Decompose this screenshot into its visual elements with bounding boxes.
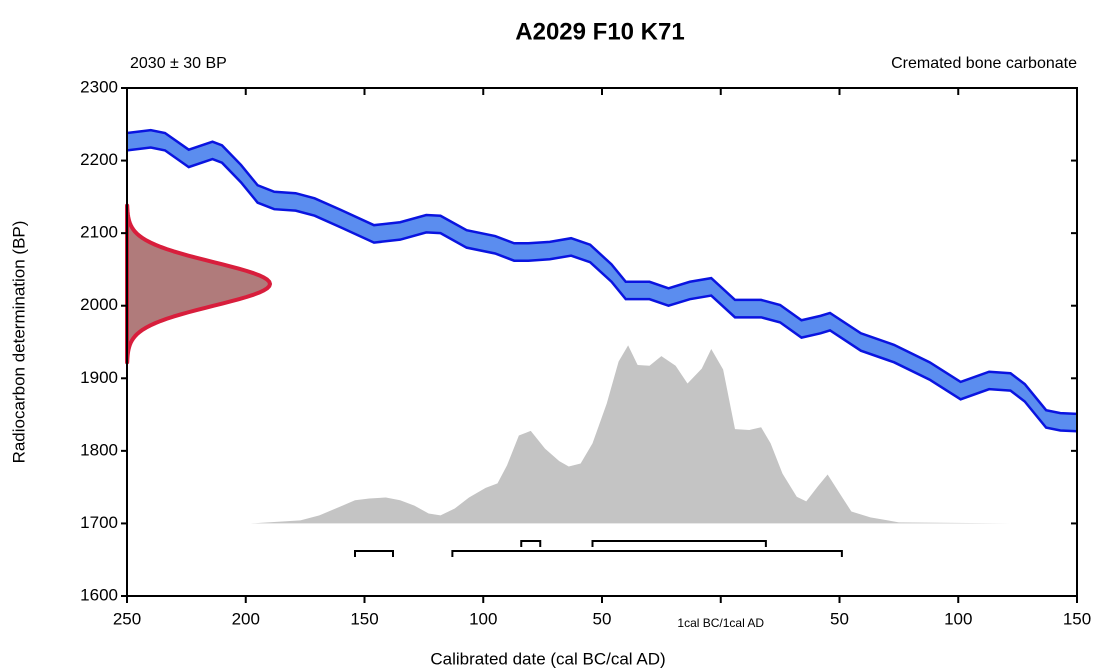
x-tick-label: 100 xyxy=(469,609,497,628)
curve-lower xyxy=(126,146,1078,433)
range-bracket xyxy=(591,540,767,547)
x-tick-label: 100 xyxy=(944,609,972,628)
x-tick-label: 1cal BC/1cal AD xyxy=(677,616,764,630)
range-bracket xyxy=(451,550,843,557)
x-tick-label: 200 xyxy=(232,609,260,628)
y-tick-label: 1600 xyxy=(80,585,118,604)
y-axis-title: Radiocarbon determination (BP) xyxy=(9,221,28,464)
date-distribution xyxy=(125,203,272,365)
x-tick-label: 50 xyxy=(593,609,612,628)
curve-band xyxy=(127,130,1077,432)
range-bracket xyxy=(354,550,394,557)
sample-label: Cremated bone carbonate xyxy=(891,55,1077,72)
x-tick-label: 250 xyxy=(113,609,141,628)
x-tick-label: 150 xyxy=(350,609,378,628)
date-label: 2030 ± 30 BP xyxy=(130,55,227,72)
x-tick-label: 50 xyxy=(830,609,849,628)
curve-upper xyxy=(126,128,1078,416)
range-bracket xyxy=(520,540,542,547)
y-tick-label: 1900 xyxy=(80,368,118,387)
chart-title: A2029 F10 K71 xyxy=(515,18,684,45)
y-tick-label: 2300 xyxy=(80,77,118,96)
x-tick-label: 150 xyxy=(1063,609,1091,628)
posterior-area xyxy=(250,345,1011,524)
y-tick-label: 2100 xyxy=(80,223,118,242)
y-tick-label: 2200 xyxy=(80,150,118,169)
y-tick-label: 1800 xyxy=(80,440,118,459)
y-tick-label: 1700 xyxy=(80,513,118,532)
x-axis-title: Calibrated date (cal BC/cal AD) xyxy=(430,649,665,668)
y-tick-label: 2000 xyxy=(80,295,118,314)
